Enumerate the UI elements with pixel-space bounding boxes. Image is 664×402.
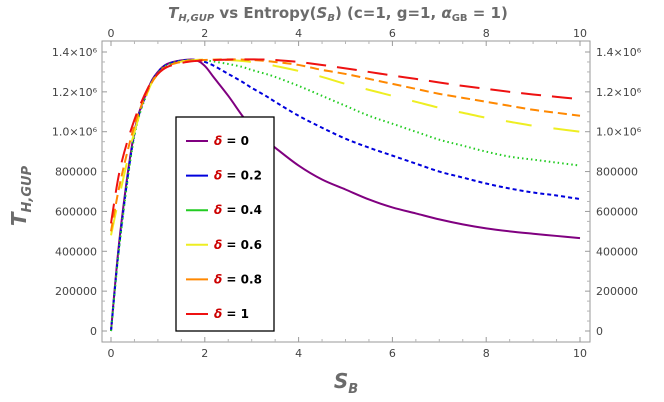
x-tick-label-top: 10 xyxy=(573,27,587,40)
y-tick-label: 0 xyxy=(90,325,97,338)
x-tick-label: 8 xyxy=(483,347,490,360)
y-tick-label-right: 800000 xyxy=(596,166,638,179)
x-tick-label: 2 xyxy=(201,347,208,360)
y-tick-label-right: 400000 xyxy=(596,245,638,258)
y-tick-label: 1.0×10⁶ xyxy=(52,126,98,139)
y-tick-label-right: 1.2×10⁶ xyxy=(596,86,642,99)
y-tick-label-right: 0 xyxy=(596,325,603,338)
legend-label: δ = 0.6 xyxy=(214,238,262,252)
y-tick-label: 400000 xyxy=(55,245,97,258)
series-line-delta-0-4 xyxy=(110,58,581,332)
chart-title: TH,GUP vs Entropy(SB) (c=1, g=1, αGB = 1… xyxy=(168,4,508,24)
series-line-delta-0-2 xyxy=(110,58,581,332)
y-tick-label-right: 200000 xyxy=(596,285,638,298)
plot-frame xyxy=(101,40,591,343)
x-axis-label: SB xyxy=(334,369,358,397)
y-tick-label: 200000 xyxy=(55,285,97,298)
legend-label: δ = 0.8 xyxy=(214,272,262,286)
legend: δ = 0 δ = 0.2 δ = 0.4 δ = 0.6 δ = 0.8 δ = 1 xyxy=(186,134,262,321)
x-tick-label: 10 xyxy=(573,347,587,360)
y-tick-label-right: 600000 xyxy=(596,205,638,218)
legend-label: δ = 1 xyxy=(214,307,249,321)
legend-label: δ = 0 xyxy=(214,134,249,148)
y-tick-label: 800000 xyxy=(55,166,97,179)
y-tick-label: 1.2×10⁶ xyxy=(52,86,98,99)
x-tick-label-top: 2 xyxy=(201,27,208,40)
x-tick-label-top: 6 xyxy=(389,27,396,40)
series-line-delta-0-6 xyxy=(110,58,581,236)
legend-label: δ = 0.2 xyxy=(214,169,262,183)
y-axis-label: TH,GUP xyxy=(7,165,35,226)
x-tick-label: 4 xyxy=(295,347,302,360)
series-line-delta-1 xyxy=(110,58,581,224)
x-tick-label: 6 xyxy=(389,347,396,360)
y-tick-label: 600000 xyxy=(55,205,97,218)
y-tick-label: 1.4×10⁶ xyxy=(52,46,98,59)
legend-box xyxy=(175,116,275,332)
x-tick-label-top: 4 xyxy=(295,27,302,40)
legend-label: δ = 0.4 xyxy=(214,203,262,217)
x-tick-label-top: 8 xyxy=(483,27,490,40)
y-tick-label-right: 1.4×10⁶ xyxy=(596,46,642,59)
x-tick-label: 0 xyxy=(108,347,115,360)
x-tick-label-top: 0 xyxy=(108,27,115,40)
y-tick-label-right: 1.0×10⁶ xyxy=(596,126,642,139)
